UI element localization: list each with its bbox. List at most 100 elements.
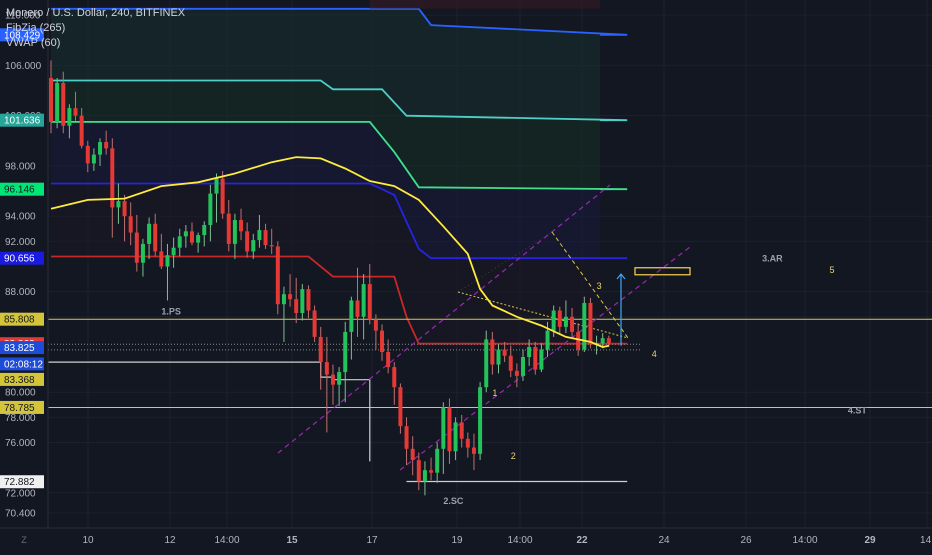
- fib-band: [51, 80, 628, 190]
- candle: [380, 324, 385, 361]
- candle: [61, 71, 66, 134]
- time-tick-label: 29: [864, 535, 876, 546]
- candle-body: [502, 349, 507, 356]
- candle: [232, 213, 237, 259]
- candle-body: [435, 448, 440, 473]
- candle-body: [208, 193, 213, 226]
- candle-body: [349, 300, 354, 332]
- time-tick-label: 14:00: [792, 535, 817, 546]
- candle: [79, 108, 84, 149]
- annotation-label: 5: [830, 265, 835, 275]
- candle-body: [153, 223, 158, 252]
- price-badge-bg: [0, 312, 44, 326]
- candle-body: [134, 232, 139, 263]
- price-badge-label: 90.656: [4, 254, 35, 265]
- price-tick-label: 78.000: [5, 413, 36, 424]
- price-badge-bg: [0, 372, 44, 386]
- candle: [288, 274, 293, 307]
- time-tick-label: 24: [658, 535, 670, 546]
- candle-body: [416, 460, 421, 482]
- candle: [140, 238, 145, 277]
- wedge-line-top: [457, 231, 553, 293]
- fibzia-indicator-label[interactable]: FibZia (265): [6, 22, 66, 34]
- candle: [183, 225, 188, 248]
- candle: [416, 452, 421, 491]
- price-tick-label: 70.400: [5, 508, 36, 519]
- candle: [349, 296, 354, 360]
- candle-body: [85, 145, 90, 164]
- candle-body: [183, 231, 188, 237]
- candle: [177, 228, 182, 257]
- projection-arrow-head: [616, 273, 626, 280]
- candle: [465, 432, 470, 458]
- candle-body: [281, 294, 286, 305]
- candle: [471, 433, 476, 471]
- candle-body: [91, 154, 96, 164]
- candle: [324, 336, 329, 433]
- candle-body: [55, 82, 60, 122]
- candle-body: [447, 407, 452, 452]
- candle-body: [239, 220, 244, 232]
- candle: [165, 243, 170, 301]
- fib-level-line-blue: [51, 182, 628, 260]
- fib-top-zone: [370, 0, 600, 9]
- candle: [85, 140, 90, 173]
- candle-body: [422, 470, 427, 482]
- candle: [73, 91, 78, 121]
- candle: [361, 274, 366, 340]
- candle-body: [263, 230, 268, 246]
- time-tick-label: 12: [164, 535, 176, 546]
- price-badge: 96.146: [0, 182, 44, 196]
- candle: [373, 314, 378, 350]
- price-badge-label: 85.808: [4, 315, 35, 326]
- candle-body: [533, 346, 538, 370]
- candle-body: [570, 316, 575, 332]
- candle-body: [539, 349, 544, 370]
- candle: [582, 296, 587, 352]
- candle: [269, 228, 274, 254]
- candles: [49, 60, 611, 496]
- candle: [539, 343, 544, 373]
- price-badge-label: 108.429: [4, 30, 41, 41]
- candle: [521, 349, 526, 381]
- annotation-label: 4.ST: [848, 406, 868, 416]
- candle-body: [521, 357, 526, 376]
- wedge-pattern: [457, 231, 629, 339]
- candle: [104, 130, 109, 155]
- candle: [91, 148, 96, 171]
- candle: [392, 362, 397, 405]
- candle-body: [453, 422, 458, 452]
- candle-body: [337, 372, 342, 385]
- candle-body: [104, 142, 109, 149]
- price-tick-label: 94.000: [5, 212, 36, 223]
- candle: [588, 297, 593, 349]
- candle-body: [514, 370, 519, 376]
- candle: [55, 77, 60, 129]
- price-badge: 72.882: [0, 475, 44, 489]
- time-tick-label: 14:00: [214, 535, 239, 546]
- candle: [490, 331, 495, 375]
- candle-body: [545, 330, 550, 350]
- candle: [527, 339, 532, 366]
- target-box: [634, 267, 691, 276]
- vwap-indicator-label[interactable]: VWAP (60): [6, 37, 61, 49]
- time-tick-label: 10: [82, 535, 94, 546]
- timezone-icon[interactable]: Z: [21, 535, 27, 545]
- candle: [134, 214, 139, 272]
- candle-body: [232, 220, 237, 244]
- fib-band: [51, 8, 628, 121]
- candle: [220, 170, 225, 219]
- candle-body: [294, 299, 299, 314]
- candle-body: [484, 339, 489, 388]
- annotation-label: 2: [511, 451, 516, 461]
- candle-body: [343, 331, 348, 373]
- candle-body: [380, 330, 385, 352]
- candle: [337, 367, 342, 407]
- chart-legend: Monero / U.S. Dollar, 240, BITFINEX FibZ…: [6, 6, 185, 51]
- candle: [98, 138, 103, 166]
- fibzia-levels: [51, 0, 628, 345]
- price-badge-bg: [0, 341, 44, 355]
- candle-body: [300, 289, 305, 314]
